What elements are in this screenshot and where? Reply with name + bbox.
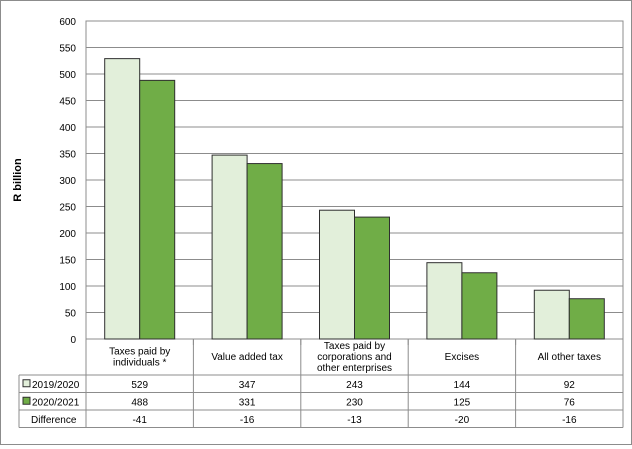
y-tick-label: 550 <box>59 44 76 55</box>
category-label: other enterprises <box>317 363 392 374</box>
y-tick-label: 200 <box>59 229 76 240</box>
table-cell-value: 144 <box>454 380 471 391</box>
bar <box>461 272 498 340</box>
category-label: Taxes paid by <box>109 347 170 358</box>
table-cell-value: 243 <box>346 380 363 391</box>
table-row-label: 2019/2020 <box>32 380 80 391</box>
category-label: Excises <box>445 352 479 363</box>
table-cell-value: 230 <box>346 397 363 408</box>
table-cell-value: 347 <box>239 380 256 391</box>
bar <box>211 154 248 340</box>
y-tick-label: 300 <box>59 176 76 187</box>
table-row-label: 2020/2021 <box>32 397 80 408</box>
y-tick-label: 350 <box>59 150 76 161</box>
y-tick-label: 0 <box>70 335 76 346</box>
table-cell-value: -16 <box>240 415 255 426</box>
y-tick-label: 150 <box>59 256 76 267</box>
table-row-label: Difference <box>31 415 77 426</box>
table-cell-value: 76 <box>564 397 576 408</box>
bar <box>104 58 141 340</box>
table-cell-value: -41 <box>132 415 147 426</box>
bar <box>568 298 605 340</box>
table-cell-value: -20 <box>455 415 470 426</box>
table-cell-value: 529 <box>131 380 148 391</box>
table-cell-value: -13 <box>347 415 362 426</box>
category-label: individuals * <box>113 358 166 369</box>
y-tick-label: 600 <box>59 17 76 28</box>
y-tick-label: 500 <box>59 70 76 81</box>
y-tick-label: 400 <box>59 123 76 134</box>
y-tick-label: 50 <box>65 309 77 320</box>
y-tick-label: 450 <box>59 97 76 108</box>
category-label: All other taxes <box>538 352 601 363</box>
table-cell-value: -16 <box>562 415 577 426</box>
category-label: corporations and <box>317 352 392 363</box>
table-cell-value: 488 <box>131 397 148 408</box>
bar <box>246 163 283 340</box>
bar <box>426 262 463 340</box>
category-label: Value added tax <box>211 352 283 363</box>
bar <box>533 289 570 340</box>
legend-swatch <box>22 396 31 405</box>
table-cell-value: 331 <box>239 397 256 408</box>
bar <box>354 216 390 340</box>
table-cell-value: 125 <box>454 397 471 408</box>
bar <box>139 79 176 340</box>
y-axis-label: R billion <box>12 158 24 202</box>
category-label: Taxes paid by <box>324 341 385 352</box>
legend-swatch <box>22 379 31 388</box>
y-tick-label: 100 <box>59 282 76 293</box>
y-tick-label: 250 <box>59 203 76 214</box>
bar <box>319 209 355 340</box>
table-cell-value: 92 <box>564 380 576 391</box>
